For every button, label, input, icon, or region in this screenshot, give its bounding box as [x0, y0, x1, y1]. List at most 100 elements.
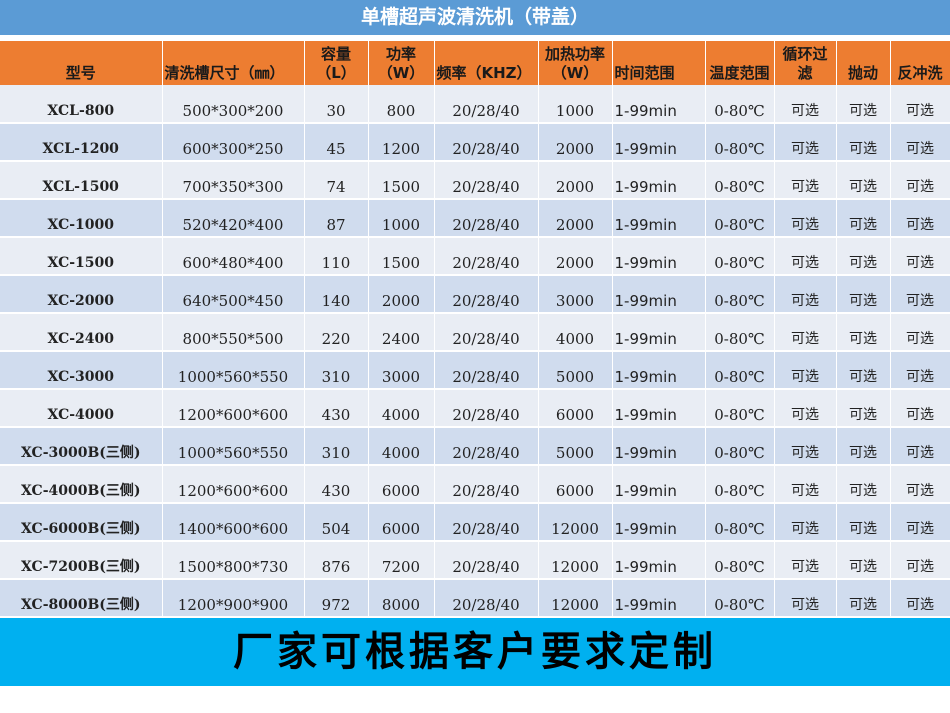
cell-heating-power: 6000	[538, 465, 613, 504]
cell-frequency: 20/28/40	[434, 237, 539, 276]
cell-tank-size: 600*300*250	[162, 123, 305, 162]
cell-time-range: 1-99min	[612, 161, 706, 200]
cell-tank-size: 500*300*200	[162, 85, 305, 124]
cell-backflush: 可选	[890, 199, 950, 238]
footer-banner: 厂家可根据客户要求定制	[0, 618, 950, 686]
cell-tank-size: 1200*600*600	[162, 389, 305, 428]
cell-circulation-filter: 可选	[774, 541, 837, 580]
cell-agitation: 可选	[836, 541, 891, 580]
cell-tank-size: 640*500*450	[162, 275, 305, 314]
cell-agitation: 可选	[836, 199, 891, 238]
cell-power: 4000	[368, 427, 435, 466]
cell-backflush: 可选	[890, 237, 950, 276]
header-time-range: 时间范围	[612, 41, 706, 85]
table-row: XC-3000 1000*560*550 310 3000 20/28/40 5000 1-…	[0, 351, 950, 390]
table-row: XC-8000B(三侧) 1200*900*900 972 8000 20/28/40 1…	[0, 579, 950, 618]
cell-power: 2400	[368, 313, 435, 352]
table-row: XCL-1200 600*300*250 45 1200 20/28/40 2000 1-9…	[0, 123, 950, 162]
table-row: XCL-800 500*300*200 30 800 20/28/40 1000 1-99m…	[0, 85, 950, 124]
cell-backflush: 可选	[890, 541, 950, 580]
table-row: XC-2400 800*550*500 220 2400 20/28/40 4000 1-9…	[0, 313, 950, 352]
cell-model: XC-4000B(三侧)	[0, 465, 163, 504]
cell-agitation: 可选	[836, 389, 891, 428]
header-backflush: 反冲洗	[890, 41, 950, 85]
table-header-row: 型号 清洗槽尺寸（㎜） 容量（L） 功率（W） 频率（KHZ） 加热功率（W） 时间范围 温度…	[0, 41, 950, 85]
header-agitation: 抛动	[836, 41, 891, 85]
cell-tank-size: 1000*560*550	[162, 427, 305, 466]
header-capacity: 容量（L）	[304, 41, 369, 85]
cell-temp-range: 0-80℃	[705, 313, 775, 352]
cell-heating-power: 6000	[538, 389, 613, 428]
cell-model: XC-2400	[0, 313, 163, 352]
cell-circulation-filter: 可选	[774, 85, 837, 124]
cell-capacity: 504	[304, 503, 369, 542]
cell-circulation-filter: 可选	[774, 579, 837, 618]
cell-backflush: 可选	[890, 389, 950, 428]
header-model: 型号	[0, 41, 163, 85]
cell-model: XC-4000	[0, 389, 163, 428]
cell-model: XC-6000B(三侧)	[0, 503, 163, 542]
cell-agitation: 可选	[836, 275, 891, 314]
cell-heating-power: 2000	[538, 123, 613, 162]
cell-model: XC-7200B(三侧)	[0, 541, 163, 580]
cell-temp-range: 0-80℃	[705, 389, 775, 428]
cell-agitation: 可选	[836, 351, 891, 390]
cell-time-range: 1-99min	[612, 237, 706, 276]
cell-frequency: 20/28/40	[434, 313, 539, 352]
header-frequency: 频率（KHZ）	[434, 41, 539, 85]
cell-capacity: 140	[304, 275, 369, 314]
cell-model: XCL-800	[0, 85, 163, 124]
cell-circulation-filter: 可选	[774, 503, 837, 542]
cell-backflush: 可选	[890, 427, 950, 466]
cell-capacity: 87	[304, 199, 369, 238]
cell-heating-power: 5000	[538, 351, 613, 390]
cell-agitation: 可选	[836, 427, 891, 466]
cell-model: XC-1500	[0, 237, 163, 276]
cell-tank-size: 1000*560*550	[162, 351, 305, 390]
cell-temp-range: 0-80℃	[705, 161, 775, 200]
cell-power: 3000	[368, 351, 435, 390]
cell-frequency: 20/28/40	[434, 503, 539, 542]
cell-agitation: 可选	[836, 123, 891, 162]
cell-frequency: 20/28/40	[434, 199, 539, 238]
cell-agitation: 可选	[836, 237, 891, 276]
cell-frequency: 20/28/40	[434, 85, 539, 124]
cell-frequency: 20/28/40	[434, 351, 539, 390]
cell-power: 6000	[368, 503, 435, 542]
cell-time-range: 1-99min	[612, 427, 706, 466]
cell-power: 1500	[368, 161, 435, 200]
header-temp-range: 温度范围	[705, 41, 775, 85]
cell-backflush: 可选	[890, 85, 950, 124]
cell-temp-range: 0-80℃	[705, 123, 775, 162]
cell-circulation-filter: 可选	[774, 237, 837, 276]
cell-time-range: 1-99min	[612, 465, 706, 504]
table-row: XC-1500 600*480*400 110 1500 20/28/40 2000 1-9…	[0, 237, 950, 276]
cell-circulation-filter: 可选	[774, 313, 837, 352]
cell-backflush: 可选	[890, 503, 950, 542]
cell-backflush: 可选	[890, 351, 950, 390]
cell-frequency: 20/28/40	[434, 161, 539, 200]
cell-capacity: 310	[304, 427, 369, 466]
cell-model: XC-3000	[0, 351, 163, 390]
cell-temp-range: 0-80℃	[705, 199, 775, 238]
header-heating-power: 加热功率（W）	[538, 41, 613, 85]
cell-heating-power: 12000	[538, 579, 613, 618]
cell-power: 8000	[368, 579, 435, 618]
cell-frequency: 20/28/40	[434, 389, 539, 428]
cell-tank-size: 600*480*400	[162, 237, 305, 276]
cell-capacity: 310	[304, 351, 369, 390]
cell-model: XC-8000B(三侧)	[0, 579, 163, 618]
cell-temp-range: 0-80℃	[705, 503, 775, 542]
cell-power: 1000	[368, 199, 435, 238]
table-row: XCL-1500 700*350*300 74 1500 20/28/40 2000 1-9…	[0, 161, 950, 200]
cell-temp-range: 0-80℃	[705, 579, 775, 618]
header-power: 功率（W）	[368, 41, 435, 85]
cell-backflush: 可选	[890, 313, 950, 352]
cell-power: 800	[368, 85, 435, 124]
cell-tank-size: 800*550*500	[162, 313, 305, 352]
cell-temp-range: 0-80℃	[705, 275, 775, 314]
table-row: XC-4000 1200*600*600 430 4000 20/28/40 6000 1-…	[0, 389, 950, 428]
cell-frequency: 20/28/40	[434, 123, 539, 162]
header-tank-size: 清洗槽尺寸（㎜）	[162, 41, 305, 85]
cell-power: 7200	[368, 541, 435, 580]
